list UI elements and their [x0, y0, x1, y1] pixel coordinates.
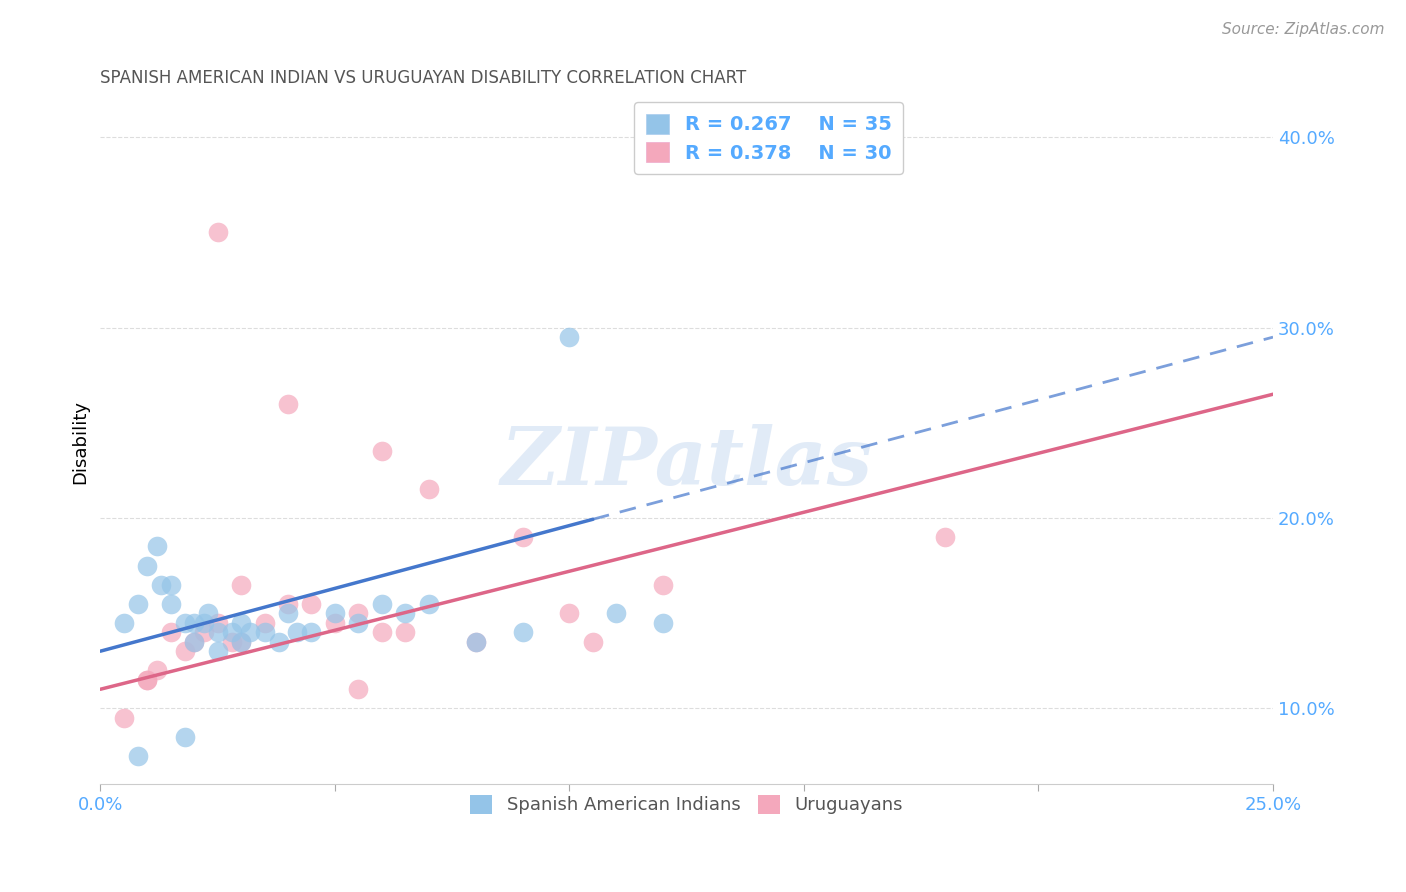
Point: [173, 615, 195, 630]
Point: [112, 615, 135, 630]
Point: [605, 606, 627, 620]
Point: [301, 625, 323, 640]
Point: [277, 397, 299, 411]
Point: [582, 634, 605, 648]
Point: [145, 540, 167, 554]
Point: [558, 330, 581, 344]
Point: [652, 615, 675, 630]
Point: [173, 644, 195, 658]
Point: [229, 615, 252, 630]
Text: Source: ZipAtlas.com: Source: ZipAtlas.com: [1222, 22, 1385, 37]
Point: [394, 606, 416, 620]
Point: [277, 606, 299, 620]
Point: [229, 634, 252, 648]
Point: [136, 673, 159, 687]
Point: [371, 444, 394, 458]
Point: [512, 530, 534, 544]
Point: [145, 663, 167, 677]
Point: [173, 730, 195, 744]
Y-axis label: Disability: Disability: [72, 400, 89, 483]
Point: [277, 597, 299, 611]
Point: [301, 597, 323, 611]
Point: [112, 711, 135, 725]
Point: [193, 625, 215, 640]
Point: [127, 597, 149, 611]
Point: [229, 634, 252, 648]
Point: [183, 634, 205, 648]
Point: [418, 483, 440, 497]
Point: [323, 606, 346, 620]
Point: [418, 597, 440, 611]
Point: [394, 625, 416, 640]
Point: [371, 625, 394, 640]
Point: [347, 615, 370, 630]
Point: [207, 615, 229, 630]
Point: [464, 634, 486, 648]
Point: [323, 615, 346, 630]
Point: [183, 634, 205, 648]
Point: [159, 625, 181, 640]
Point: [207, 644, 229, 658]
Point: [193, 615, 215, 630]
Point: [558, 606, 581, 620]
Point: [183, 615, 205, 630]
Point: [150, 577, 173, 591]
Point: [253, 615, 276, 630]
Point: [127, 748, 149, 763]
Text: ZIPatlas: ZIPatlas: [501, 424, 873, 501]
Point: [197, 606, 219, 620]
Point: [221, 634, 243, 648]
Point: [652, 577, 675, 591]
Point: [136, 673, 159, 687]
Point: [136, 558, 159, 573]
Legend: Spanish American Indians, Uruguayans: Spanish American Indians, Uruguayans: [461, 786, 912, 823]
Point: [239, 625, 262, 640]
Point: [267, 634, 290, 648]
Point: [229, 577, 252, 591]
Point: [347, 606, 370, 620]
Point: [464, 634, 486, 648]
Point: [347, 682, 370, 697]
Point: [221, 625, 243, 640]
Point: [285, 625, 308, 640]
Point: [207, 625, 229, 640]
Point: [159, 577, 181, 591]
Point: [253, 625, 276, 640]
Text: SPANISH AMERICAN INDIAN VS URUGUAYAN DISABILITY CORRELATION CHART: SPANISH AMERICAN INDIAN VS URUGUAYAN DIS…: [100, 69, 747, 87]
Point: [934, 530, 956, 544]
Point: [159, 597, 181, 611]
Point: [207, 226, 229, 240]
Point: [512, 625, 534, 640]
Point: [371, 597, 394, 611]
